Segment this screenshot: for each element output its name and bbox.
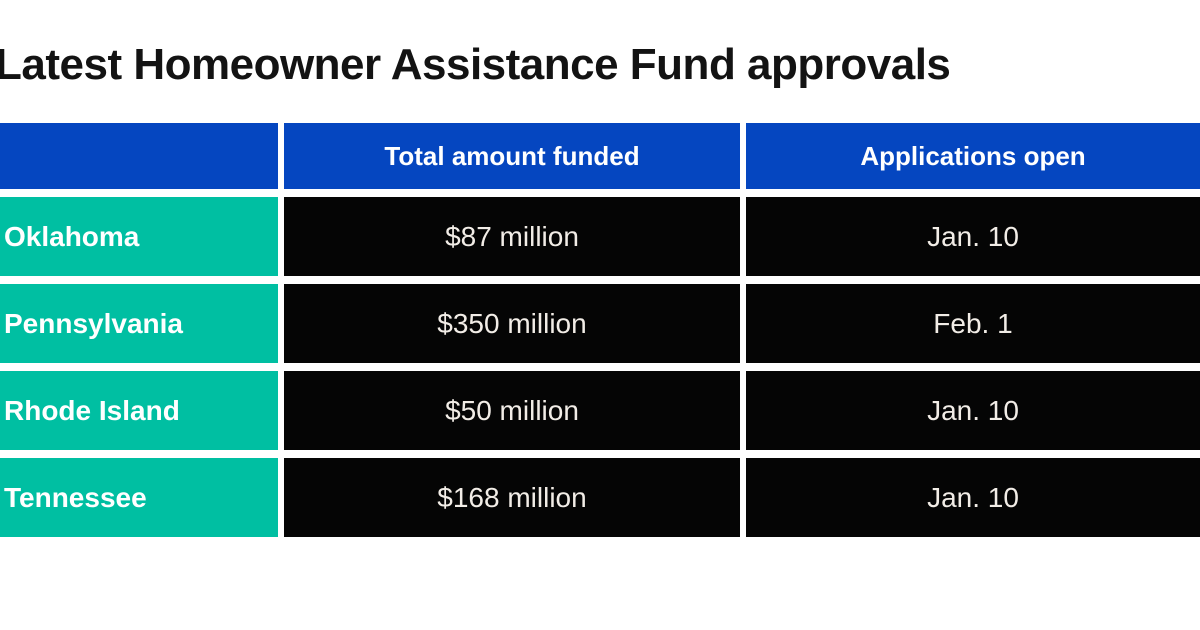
amount-cell: $50 million bbox=[284, 371, 740, 450]
state-cell: Oklahoma bbox=[0, 197, 278, 276]
amount-cell: $350 million bbox=[284, 284, 740, 363]
column-header-applications-open: Applications open bbox=[746, 123, 1200, 189]
column-header-state bbox=[0, 123, 278, 189]
date-cell: Jan. 10 bbox=[746, 197, 1200, 276]
date-cell: Jan. 10 bbox=[746, 458, 1200, 537]
assistance-fund-table: Total amount funded Applications open Ok… bbox=[0, 123, 1200, 537]
amount-cell: $87 million bbox=[284, 197, 740, 276]
column-header-total-funded: Total amount funded bbox=[284, 123, 740, 189]
date-cell: Feb. 1 bbox=[746, 284, 1200, 363]
page-title: Latest Homeowner Assistance Fund approva… bbox=[0, 40, 951, 89]
state-cell: Rhode Island bbox=[0, 371, 278, 450]
state-cell: Tennessee bbox=[0, 458, 278, 537]
amount-cell: $168 million bbox=[284, 458, 740, 537]
date-cell: Jan. 10 bbox=[746, 371, 1200, 450]
state-cell: Pennsylvania bbox=[0, 284, 278, 363]
